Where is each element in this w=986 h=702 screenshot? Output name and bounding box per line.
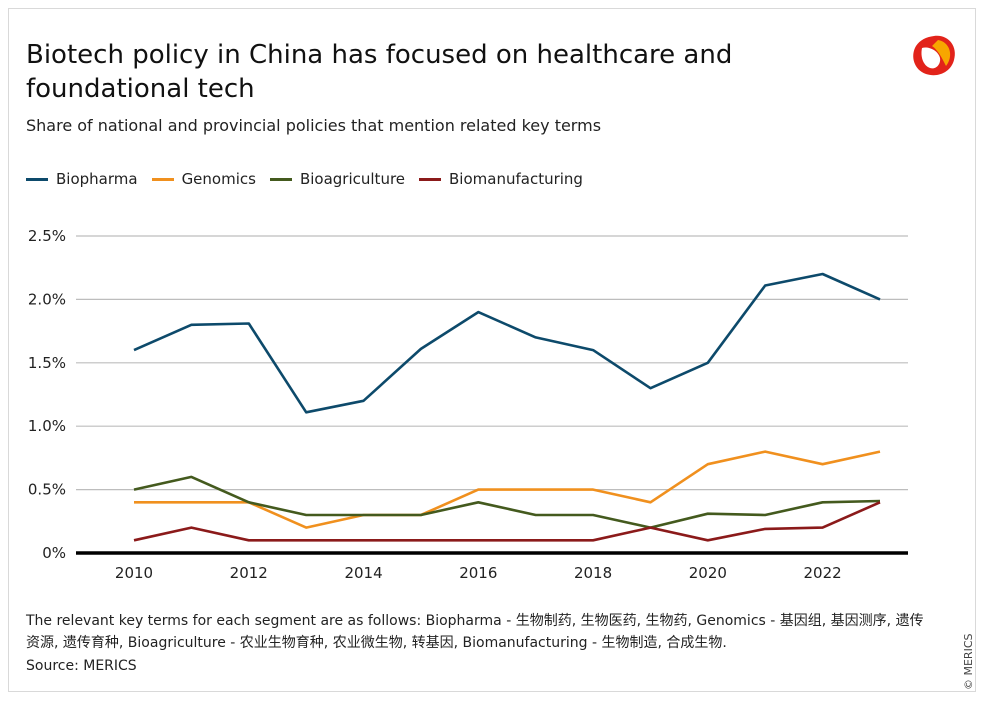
x-tick-label: 2014 xyxy=(344,564,382,582)
legend-item-genomics: Genomics xyxy=(151,170,256,188)
legend-label: Genomics xyxy=(181,170,256,188)
merics-logo-icon xyxy=(913,35,955,76)
y-tick-label: 0% xyxy=(42,544,66,562)
y-tick-label: 1.5% xyxy=(28,354,66,372)
legend-item-biopharma: Biopharma xyxy=(26,170,138,188)
source-label: Source: MERICS xyxy=(26,658,137,674)
legend-swatch xyxy=(26,177,48,181)
copyright-label: © MERICS xyxy=(962,633,975,691)
legend-label: Biopharma xyxy=(56,170,138,188)
series-line-bioagriculture xyxy=(133,475,881,529)
series-line-biopharma xyxy=(133,272,881,414)
chart-subtitle: Share of national and provincial policie… xyxy=(26,116,602,135)
line-chart: 0% 0.5% 1.0% 1.5% 2.0% 2.5% 2010 2012 2014 2016 20… xyxy=(28,227,908,582)
chart-legend: Biopharma Genomics Bioagriculture Biomanufa… xyxy=(26,170,597,188)
y-tick-label: 0.5% xyxy=(28,481,66,499)
series-line-genomics xyxy=(134,450,881,529)
y-tick-label: 1.0% xyxy=(28,417,66,435)
legend-swatch xyxy=(419,177,442,181)
key-terms-note: The relevant key terms for each segment … xyxy=(26,613,924,651)
y-tick-label: 2.5% xyxy=(28,227,66,245)
series-line-biomanufacturing xyxy=(133,501,881,542)
y-tick-label: 2.0% xyxy=(28,290,66,308)
chart-title: Biotech policy in China has focused on h… xyxy=(26,40,733,104)
chart-frame xyxy=(8,8,976,692)
legend-swatch xyxy=(151,177,174,181)
x-tick-label: 2010 xyxy=(115,564,153,582)
x-tick-label: 2020 xyxy=(689,564,727,582)
legend-item-biomanufacturing: Biomanufacturing xyxy=(419,170,583,188)
x-tick-label: 2022 xyxy=(804,564,842,582)
legend-item-bioagriculture: Bioagriculture xyxy=(269,170,406,188)
x-tick-label: 2016 xyxy=(459,564,497,582)
legend-swatch xyxy=(269,177,292,181)
legend-label: Bioagriculture xyxy=(299,170,406,188)
x-tick-label: 2018 xyxy=(574,564,612,582)
legend-label: Biomanufacturing xyxy=(449,170,583,188)
x-tick-label: 2012 xyxy=(230,564,268,582)
